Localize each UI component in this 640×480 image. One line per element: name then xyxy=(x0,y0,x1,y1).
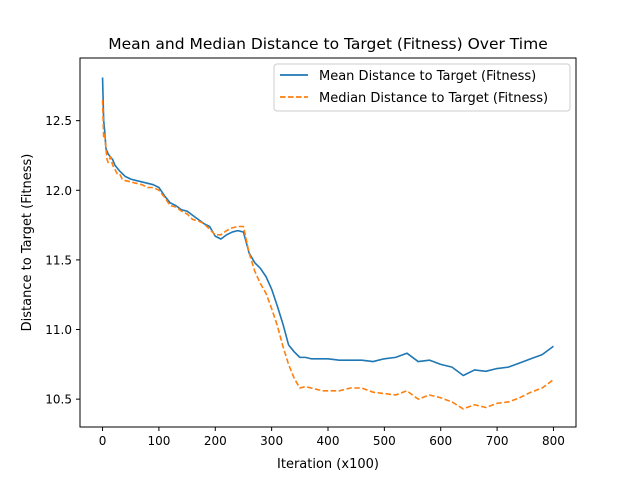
legend: Mean Distance to Target (Fitness) Median… xyxy=(273,63,571,112)
legend-label-mean: Mean Distance to Target (Fitness) xyxy=(319,69,536,84)
x-tick-label: 0 xyxy=(99,434,107,448)
chart-title: Mean and Median Distance to Target (Fitn… xyxy=(108,35,547,53)
y-axis: 10.5 11.0 11.5 12.0 12.5 xyxy=(45,114,80,407)
y-tick-label: 10.5 xyxy=(45,393,72,407)
series-line-median xyxy=(101,99,554,410)
y-tick-label: 12.5 xyxy=(45,114,72,128)
x-tick-label: 600 xyxy=(429,434,452,448)
legend-box xyxy=(273,63,571,112)
plot-area xyxy=(101,77,554,410)
y-tick-label: 11.5 xyxy=(45,253,72,267)
y-tick-label: 11.0 xyxy=(45,323,72,337)
x-tick-label: 700 xyxy=(486,434,509,448)
legend-label-median: Median Distance to Target (Fitness) xyxy=(319,91,548,106)
x-tick-label: 800 xyxy=(542,434,565,448)
x-tick-label: 500 xyxy=(373,434,396,448)
x-tick-label: 200 xyxy=(204,434,227,448)
series-line-mean xyxy=(101,77,554,377)
x-tick-label: 400 xyxy=(317,434,340,448)
x-axis: 0 100 200 300 400 500 600 700 800 xyxy=(99,427,565,448)
x-tick-label: 300 xyxy=(260,434,283,448)
y-tick-label: 12.0 xyxy=(45,184,72,198)
x-axis-label: Iteration (x100) xyxy=(277,457,379,472)
x-tick-label: 100 xyxy=(147,434,170,448)
y-axis-label: Distance to Target (Fitness) xyxy=(20,154,35,332)
